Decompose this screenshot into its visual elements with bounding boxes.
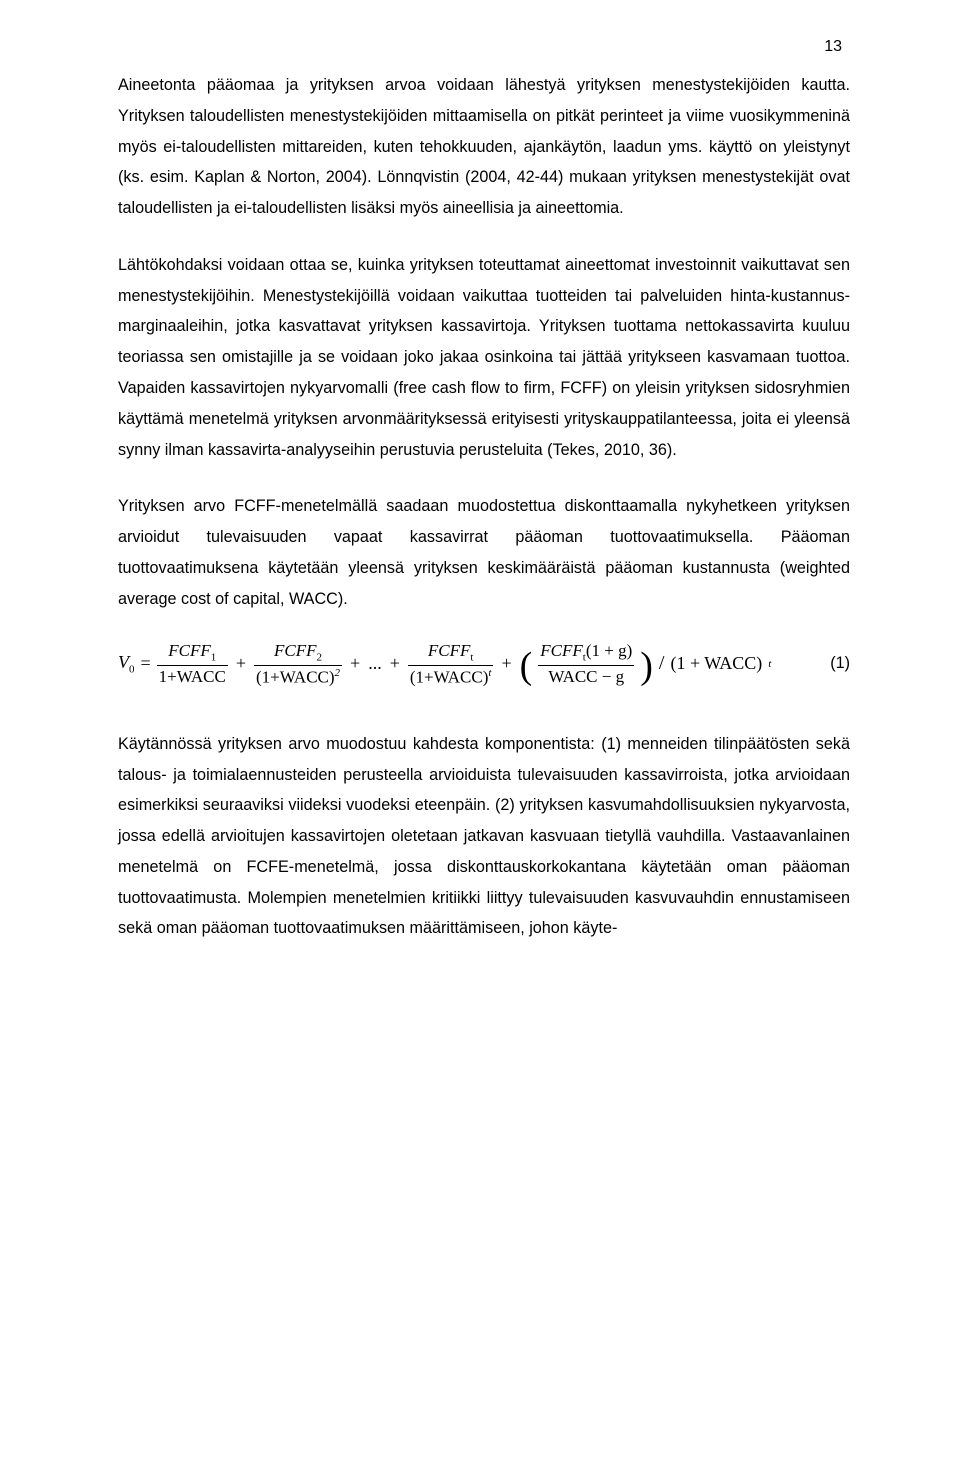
- equation-term-2: FCFF2 (1+WACC)2: [254, 641, 342, 687]
- fcff-symbol: FCFF: [274, 641, 317, 660]
- equation-terminal-fraction: FCFFt(1 + g) WACC − g: [538, 641, 634, 687]
- growth-factor: (1 + g): [586, 641, 632, 660]
- divisor-base: (1 + WACC): [670, 653, 762, 674]
- fcff-sub: 2: [317, 651, 323, 663]
- equation-lhs-symbol: V: [118, 652, 129, 672]
- body-paragraph: Käytännössä yrityksen arvo muodostuu kah…: [118, 729, 850, 944]
- equation-number: (1): [818, 654, 850, 673]
- fcff-valuation-formula: V0 = FCFF1 1+WACC + FCFF2 (1+WACC)2 + ..…: [118, 641, 771, 687]
- equation-term-1: FCFF1 1+WACC: [157, 641, 228, 687]
- fcff-symbol: FCFF: [540, 641, 583, 660]
- terminal-denom: WACC − g: [546, 667, 626, 687]
- equation-row: V0 = FCFF1 1+WACC + FCFF2 (1+WACC)2 + ..…: [118, 641, 850, 687]
- body-paragraph: Aineetonta pääomaa ja yrityksen arvoa vo…: [118, 70, 850, 224]
- denom-text: (1+WACC): [256, 667, 335, 686]
- body-paragraph: Yrityksen arvo FCFF-menetelmällä saadaan…: [118, 491, 850, 614]
- body-paragraph: Lähtökohdaksi voidaan ottaa se, kuinka y…: [118, 250, 850, 465]
- denom-text: 1+WACC: [159, 667, 226, 686]
- equation-ellipsis: ...: [368, 653, 382, 674]
- divisor-exp: t: [768, 658, 771, 670]
- fcff-symbol: FCFF: [168, 641, 211, 660]
- denom-exp: 2: [335, 667, 341, 679]
- page-number: 13: [824, 38, 842, 56]
- fcff-sub: 1: [211, 651, 217, 663]
- equation-term-t: FCFFt (1+WACC)t: [408, 641, 494, 687]
- denom-text: (1+WACC): [410, 667, 489, 686]
- fcff-symbol: FCFF: [428, 641, 471, 660]
- document-page: 13 Aineetonta pääomaa ja yrityksen arvoa…: [0, 0, 960, 1467]
- equation-lhs-sub: 0: [129, 663, 135, 675]
- denom-exp: t: [488, 667, 491, 679]
- fcff-sub: t: [470, 651, 473, 663]
